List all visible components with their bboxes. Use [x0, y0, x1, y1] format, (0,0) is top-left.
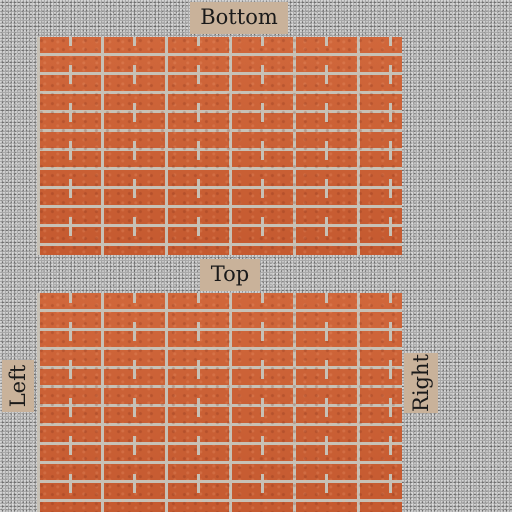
top-label: Top: [200, 259, 260, 291]
brick-texture-panel-top: [37, 293, 402, 512]
right-label-text: Right: [409, 354, 433, 412]
bottom-label: Bottom: [190, 2, 288, 34]
left-label-text: Left: [6, 364, 30, 408]
bottom-label-text: Bottom: [200, 5, 278, 29]
top-label-text: Top: [210, 262, 250, 286]
brick-texture-panel-bottom: [37, 37, 402, 255]
right-label: Right: [404, 353, 438, 413]
left-label: Left: [2, 360, 34, 412]
